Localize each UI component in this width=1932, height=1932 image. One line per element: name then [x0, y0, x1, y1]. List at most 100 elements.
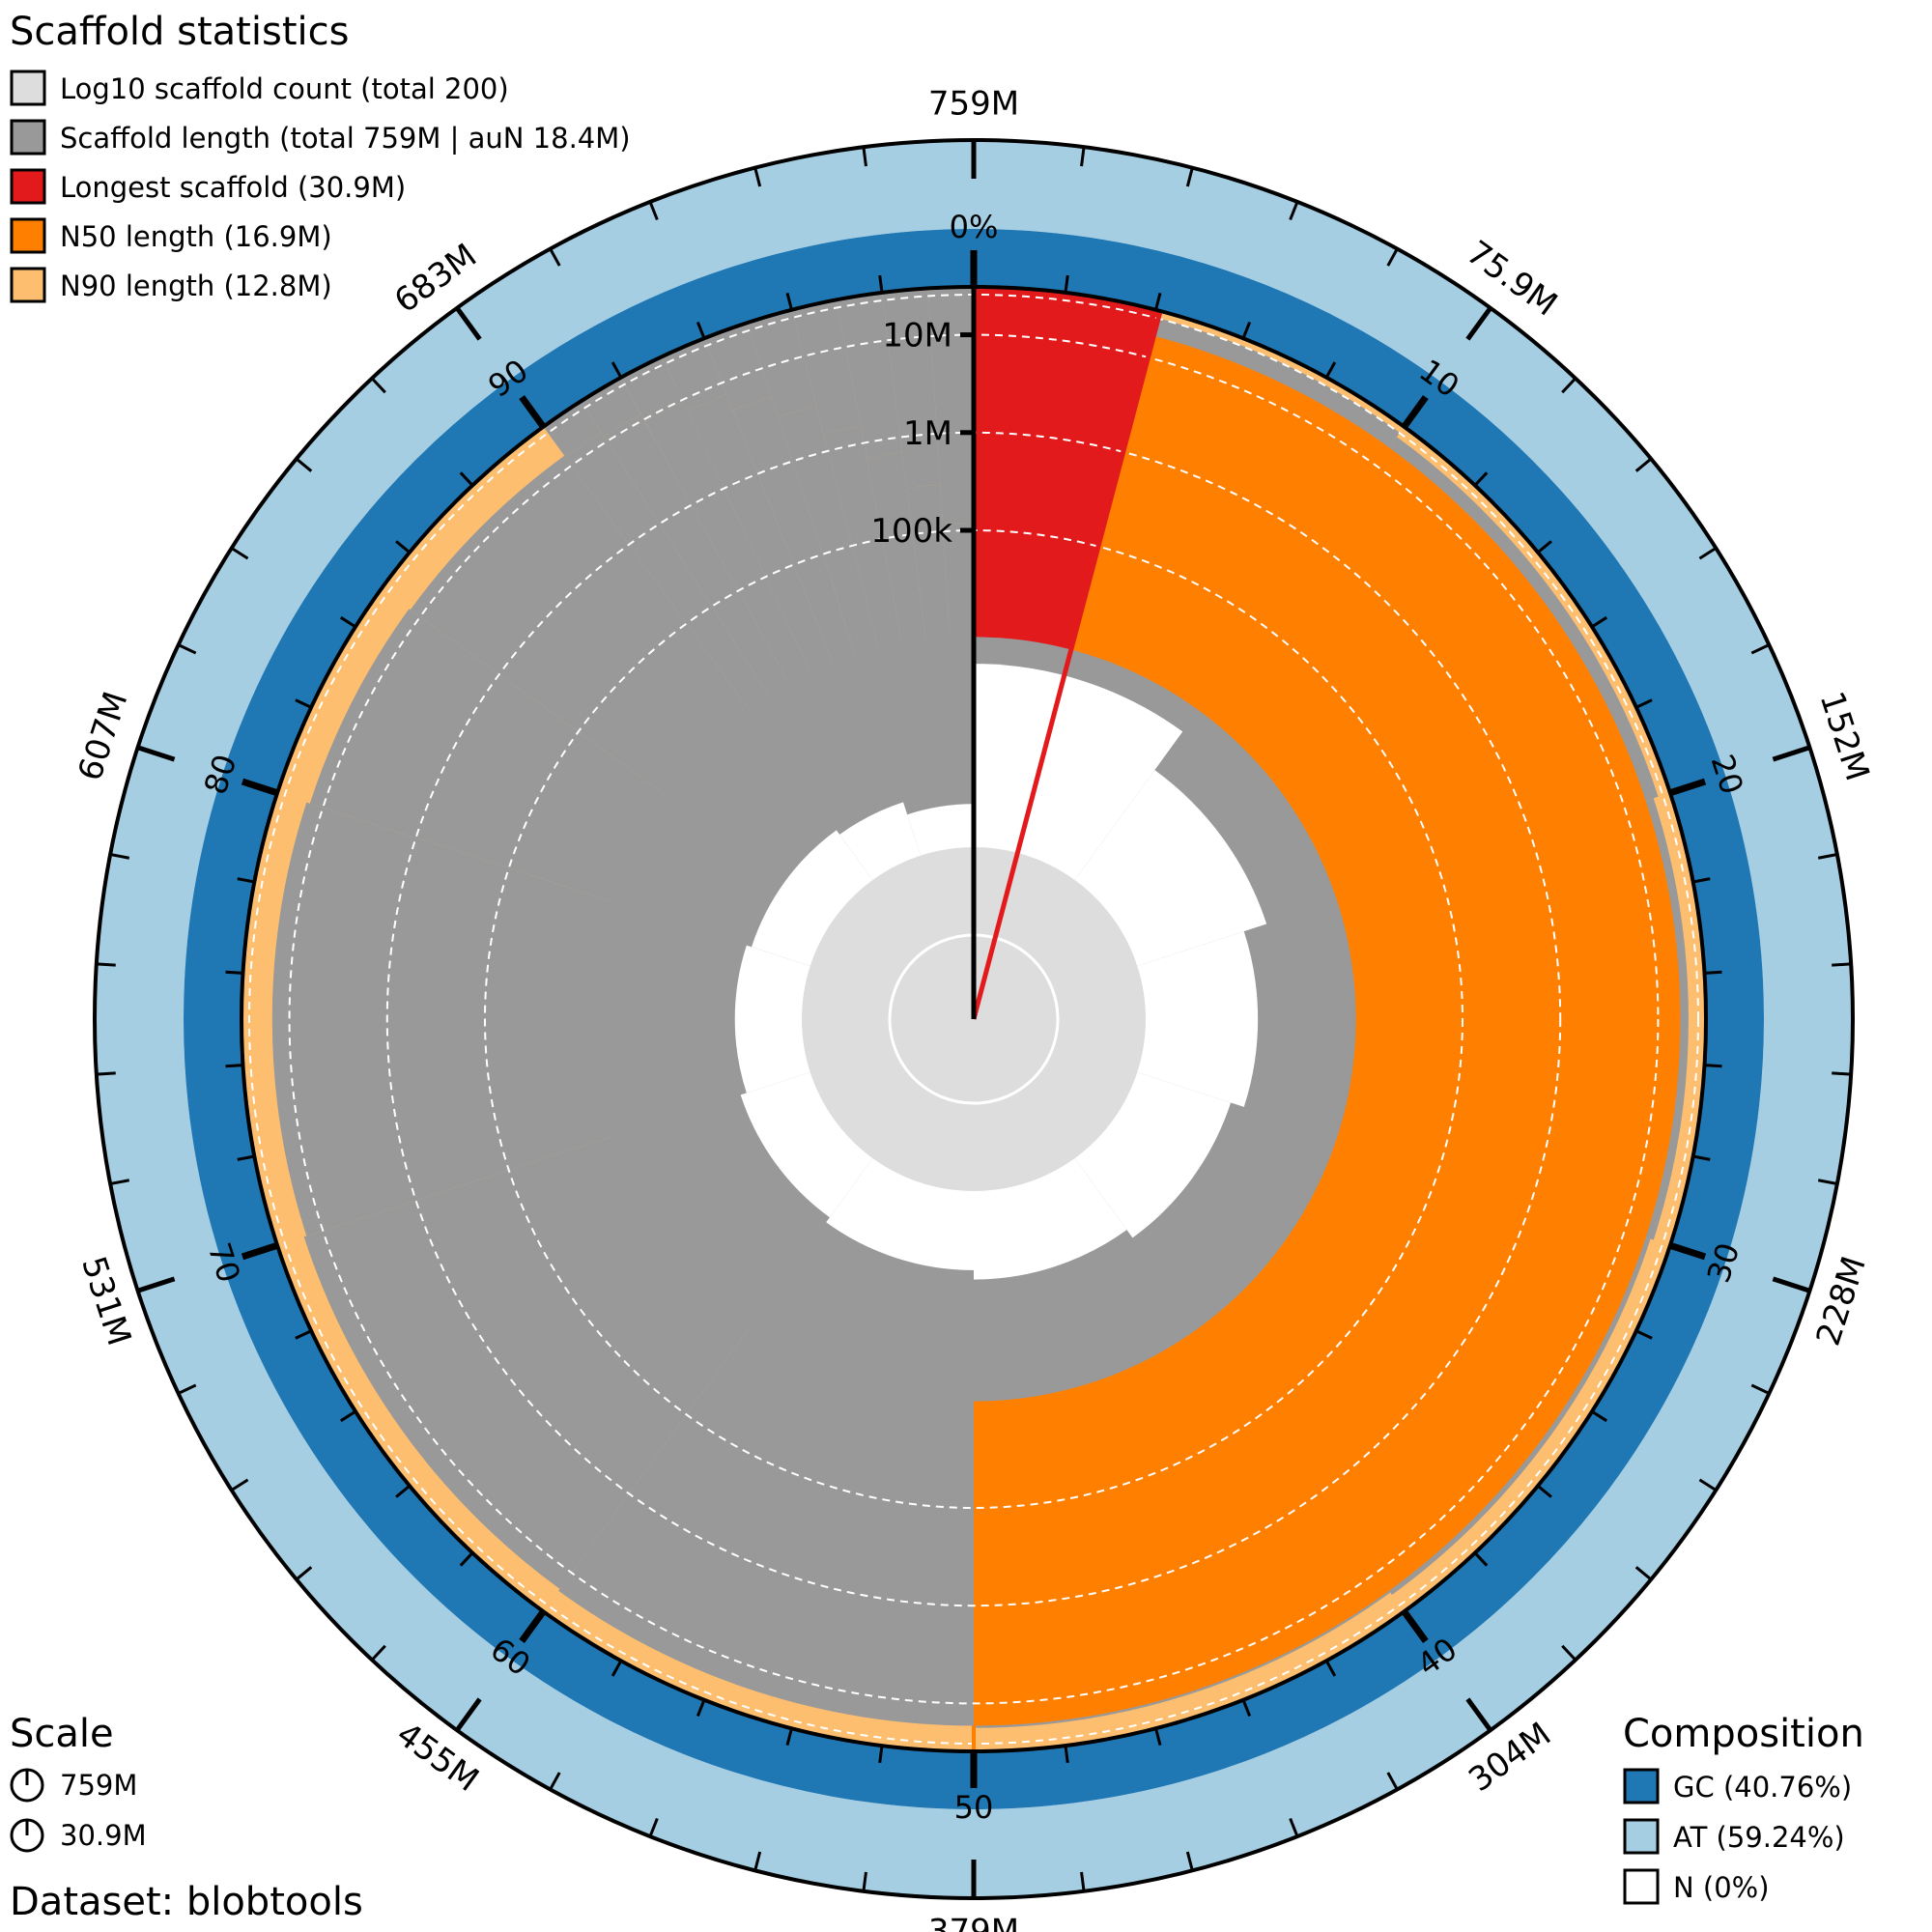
dataset-label: Dataset: blobtools [10, 1880, 363, 1924]
length-tick [455, 306, 482, 341]
percent-tick [785, 1727, 793, 1746]
percent-tick [295, 1329, 312, 1340]
percent-tick [241, 778, 279, 797]
length-tick [177, 1383, 197, 1395]
percent-tick [1635, 1329, 1653, 1340]
radial-axis-label: 100k [870, 512, 952, 551]
length-tick [1465, 306, 1492, 341]
percent-tick [519, 1609, 547, 1644]
outer-tick-label: 379M [928, 1913, 1019, 1932]
scale-title: Scale [10, 1712, 114, 1756]
percent-tick [395, 540, 411, 554]
length-tick [1750, 1383, 1771, 1395]
length-tick [96, 1071, 116, 1076]
percent-tick [1668, 1241, 1707, 1261]
scale-item-total: 759M [10, 1768, 137, 1803]
legend-label-length: Scaffold length (total 759M | auN 18.4M) [60, 122, 631, 155]
length-tail-wedge [927, 287, 974, 524]
percent-tick [241, 1241, 279, 1261]
percent-tick [1401, 394, 1429, 429]
legend-label-count: Log10 scaffold count (total 200) [60, 72, 509, 105]
length-tick [1185, 1851, 1194, 1871]
percent-tick [1692, 877, 1711, 884]
legend-item-n90: N90 length (12.8M) [10, 267, 332, 303]
length-tick [1080, 1871, 1086, 1892]
percent-tick [225, 1064, 243, 1068]
composition-item-n: N (0%) [1623, 1868, 1770, 1905]
length-tick [1561, 1644, 1577, 1662]
length-tick [230, 547, 249, 560]
percent-tick [459, 471, 474, 487]
length-tick [96, 962, 116, 967]
percent-tick [295, 698, 312, 709]
length-tick [1832, 962, 1852, 967]
scale-label-longest: 30.9M [60, 1819, 147, 1852]
percent-tick [1473, 1551, 1489, 1567]
length-tick [1386, 247, 1399, 267]
percent-tick [1064, 274, 1069, 294]
length-tick [230, 1478, 249, 1492]
length-tick [1634, 457, 1653, 472]
composition-item-at: AT (59.24%) [1623, 1818, 1845, 1855]
length-tick [1698, 547, 1718, 560]
legend-label-n90: N90 length (12.8M) [60, 270, 332, 302]
length-tick [136, 1276, 176, 1293]
composition-label-gc: GC (40.76%) [1673, 1771, 1852, 1804]
percent-tick [1154, 1727, 1162, 1746]
percent-tick [339, 1409, 356, 1423]
length-tick [1832, 1071, 1852, 1076]
percent-tick [1692, 1154, 1711, 1161]
percent-tick [519, 394, 547, 429]
length-tick [1750, 643, 1771, 655]
percent-tick [1154, 293, 1162, 311]
percent-tick [696, 1699, 706, 1718]
length-tick [370, 377, 386, 394]
percent-tick [339, 615, 356, 629]
tick-marks [96, 140, 1852, 1898]
length-tick [370, 1644, 386, 1662]
length-tick [455, 1697, 482, 1732]
length-tail-wedge [791, 299, 861, 435]
legend-label-longest: Longest scaffold (30.9M) [60, 171, 406, 204]
length-tick [862, 1871, 867, 1892]
length-tick [549, 247, 561, 267]
radial-axis-label: 1M [903, 414, 952, 453]
percent-tick [395, 1485, 411, 1498]
percent-tick [1324, 1660, 1337, 1677]
percent-tick-label: 0% [950, 209, 999, 245]
outer-tick-label: 152M [1812, 687, 1877, 785]
percent-tick [1241, 321, 1252, 339]
length-tick [1817, 1179, 1838, 1185]
percent-tick [1668, 778, 1707, 797]
length-tick [109, 853, 130, 860]
length-tick [1634, 1566, 1653, 1581]
percent-tick [225, 970, 243, 975]
length-tick [1465, 1697, 1492, 1732]
percent-tick [1591, 615, 1608, 629]
percent-tick [611, 361, 623, 379]
percent-tick [1473, 471, 1489, 487]
percent-tick [1241, 1699, 1252, 1718]
length-tick [753, 167, 762, 187]
length-tail-wedge [836, 292, 902, 458]
outer-tick-label: 759M [928, 85, 1019, 124]
length-tail-wedge [543, 400, 602, 458]
percent-tick [878, 1745, 884, 1764]
scale-item-longest: 30.9M [10, 1818, 147, 1853]
radial-axis-label: 10M [882, 317, 952, 355]
percent-tick [237, 1154, 255, 1161]
percent-tick-label: 50 [954, 1789, 994, 1826]
length-tick [1080, 146, 1086, 167]
percent-tick [1324, 361, 1337, 379]
composition-item-gc: GC (40.76%) [1623, 1768, 1852, 1804]
length-tick [1289, 1817, 1299, 1837]
percent-tick [696, 321, 706, 339]
percent-tick [237, 877, 255, 884]
legend-title: Scaffold statistics [10, 10, 349, 54]
length-tail-wedge [747, 309, 816, 417]
percent-tick [1591, 1409, 1608, 1423]
length-tail-wedge [620, 356, 684, 422]
length-tick [549, 1772, 561, 1791]
length-tick [648, 201, 659, 221]
